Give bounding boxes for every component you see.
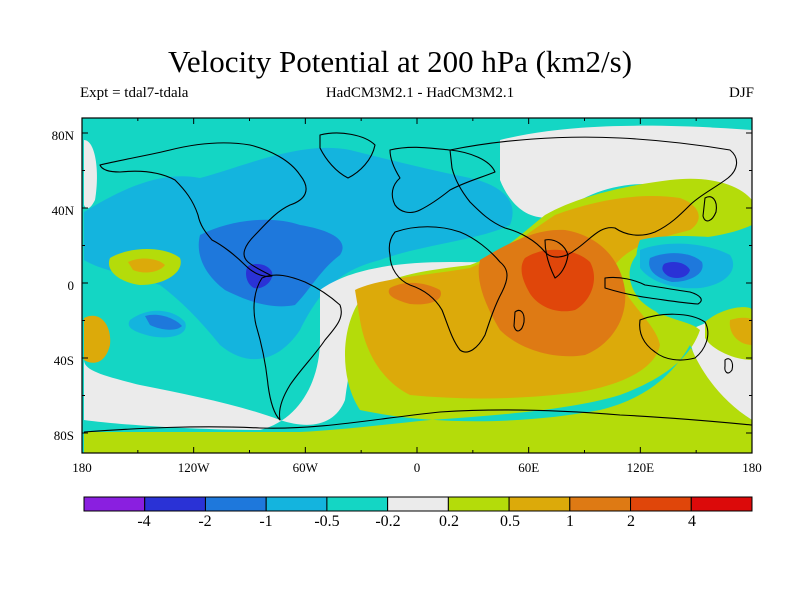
colorbar-label-minus-4: -4 — [137, 513, 151, 530]
season-label: DJF — [728, 85, 754, 101]
model-label: HadCM3M2.1 - HadCM3M2.1 — [325, 85, 515, 101]
lon-label-120w: 120W — [177, 460, 210, 475]
lat-label-40s: 40S — [53, 353, 74, 368]
contour-band-plus-1-west — [388, 282, 441, 305]
lat-label-80s: 80S — [53, 428, 74, 443]
contour-band-near-zero-north — [500, 125, 752, 218]
contour-band-plus-0.5-west — [84, 315, 111, 363]
colorbar — [83, 496, 753, 512]
colorbar-swatch — [630, 496, 692, 512]
colorbar-swatch — [83, 496, 146, 512]
colorbar-swatch — [569, 496, 632, 512]
map-title: Velocity Potential at 200 hPa (km2/s) — [167, 44, 633, 79]
lat-label-equator: 0 — [67, 278, 75, 293]
colorbar-swatch — [144, 496, 206, 512]
colorbar-swatch — [690, 496, 753, 512]
lon-label-60w: 60W — [292, 460, 318, 475]
contour-band-minus-1 — [198, 219, 343, 307]
contour-band-near-zero-west — [84, 140, 97, 209]
colorbar-label-minus-1: -1 — [259, 513, 273, 530]
lat-label-40n: 40N — [51, 203, 74, 218]
lon-label-120e: 120E — [626, 460, 655, 475]
colorbar-label-1: 1 — [566, 513, 574, 530]
contour-band-minus-2-south — [145, 314, 182, 330]
lon-label-180w: 180 — [72, 460, 92, 475]
colorbar-label-minus-0.2: -0.2 — [375, 513, 401, 530]
lon-label-0: 0 — [413, 460, 421, 475]
lon-label-60e: 60E — [518, 460, 540, 475]
contour-band-plus-0.5-pacific-core — [128, 258, 165, 273]
colorbar-swatch — [326, 496, 389, 512]
colorbar-swatch — [387, 496, 449, 512]
coastlines — [83, 132, 752, 433]
contour-band-minus-2 — [246, 264, 273, 289]
colorbar-label-minus-2: -2 — [198, 513, 212, 530]
contour-field — [82, 118, 752, 453]
colorbar-swatch — [265, 496, 328, 512]
lon-label-180e: 180 — [742, 460, 762, 475]
lat-label-80n: 80N — [51, 128, 74, 143]
contour-band-plus-2 — [521, 249, 595, 312]
contour-band-plus-east-south-core — [729, 317, 752, 345]
colorbar-swatch — [204, 496, 267, 512]
axis-ticks — [81, 118, 753, 453]
experiment-label: Expt = tdal7-tdala — [80, 85, 189, 101]
colorbar-label-2: 2 — [627, 513, 635, 530]
contour-band-minus-4-east — [662, 262, 690, 278]
colorbar-label-minus-0.5: -0.5 — [314, 513, 340, 530]
colorbar-label-4: 4 — [688, 513, 696, 530]
colorbar-label-0.5: 0.5 — [500, 513, 520, 530]
colorbar-swatch — [447, 496, 510, 512]
colorbar-label-0.2: 0.2 — [439, 513, 459, 530]
colorbar-swatch — [508, 496, 571, 512]
